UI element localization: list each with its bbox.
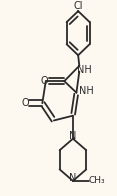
Text: N: N bbox=[69, 131, 77, 141]
Text: Cl: Cl bbox=[73, 1, 83, 11]
Text: O: O bbox=[41, 76, 48, 86]
Text: O: O bbox=[21, 98, 29, 108]
Text: NH: NH bbox=[77, 65, 91, 75]
Text: NH: NH bbox=[79, 86, 94, 96]
Text: N: N bbox=[69, 173, 77, 183]
Text: CH₃: CH₃ bbox=[88, 176, 105, 185]
